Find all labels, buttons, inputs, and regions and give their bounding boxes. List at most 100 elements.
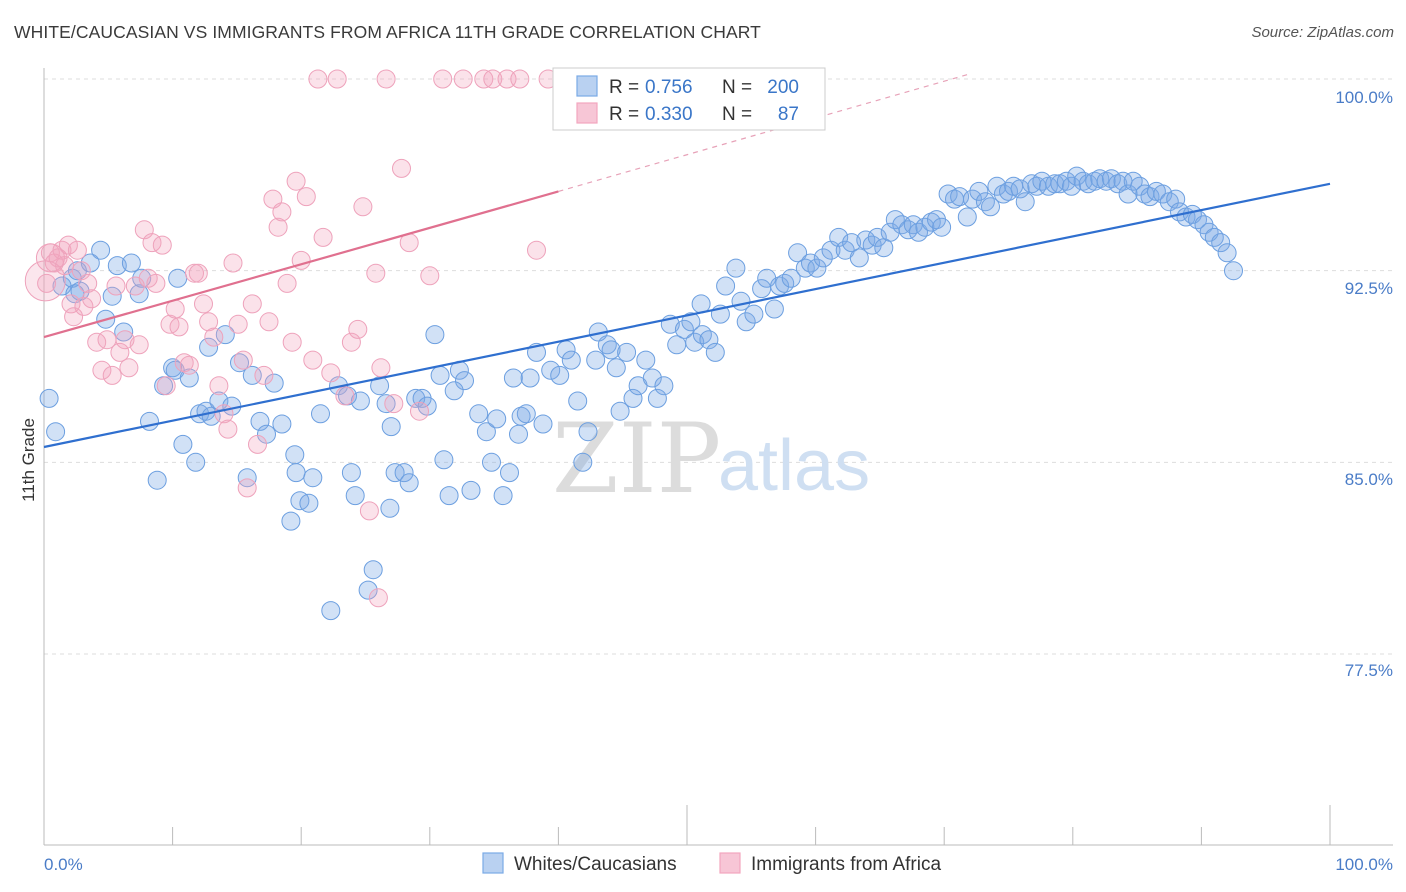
whites-point-34 (264, 373, 284, 393)
africa-point-21 (119, 358, 139, 378)
whites-point-137 (915, 217, 935, 237)
axes (43, 68, 1393, 846)
whites-point-19 (168, 268, 188, 288)
africa-point-52 (268, 217, 288, 237)
africa-point-cluster-1 (35, 243, 65, 273)
africa-point-55 (282, 332, 302, 352)
whites-point-0 (39, 388, 59, 408)
africa-point-38 (199, 312, 219, 332)
africa-point-50 (259, 312, 279, 332)
y-tick-label-2: 85.0% (1345, 470, 1393, 489)
africa-point-73 (392, 158, 411, 178)
whites-point-196 (444, 381, 464, 401)
whites-point-36 (281, 511, 301, 531)
africa-point-75 (410, 401, 429, 421)
whites-point-132 (885, 210, 905, 230)
africa-point-60 (308, 69, 328, 89)
whites-point-126 (849, 248, 869, 268)
whites-point-56 (406, 388, 426, 408)
watermark-zip: ZIP (552, 403, 721, 515)
whites-point-189 (1217, 243, 1237, 263)
africa-point-0 (37, 273, 57, 293)
africa-point-43 (223, 253, 243, 273)
whites-point-180 (1166, 189, 1186, 209)
y-tick-label-3: 77.5% (1345, 661, 1393, 680)
whites-point-106 (716, 276, 736, 296)
whites-point-79 (550, 365, 570, 385)
africa-point-40 (209, 376, 229, 396)
whites-point-90 (617, 342, 637, 362)
whites-point-40 (303, 468, 323, 488)
watermark: ZIP atlas (552, 403, 870, 515)
whites-point-192 (121, 253, 141, 273)
series-swatch-africa (719, 852, 741, 874)
whites-point-69 (487, 409, 507, 429)
africa-point-37 (194, 294, 213, 314)
chart-title: WHITE/CAUCASIAN VS IMMIGRANTS FROM AFRIC… (14, 22, 761, 42)
africa-point-70 (371, 358, 391, 378)
series-label-whites: Whites/Caucasians (514, 854, 677, 875)
africa-point-29 (156, 376, 176, 396)
legend-r-value-whites: 0.756 (645, 77, 693, 98)
africa-point-54 (277, 273, 297, 293)
whites-point-54 (394, 463, 414, 483)
whites-point-118 (795, 258, 815, 278)
whites-point-102 (692, 325, 712, 345)
whites-point-168 (1096, 171, 1116, 191)
whites-point-47 (350, 391, 370, 411)
whites-point-85 (586, 350, 606, 370)
legend-n-label-africa: N = (722, 104, 752, 125)
series-label-africa: Immigrants from Africa (751, 854, 941, 875)
y-tick-labels: 100.0% 92.5% 85.0% 77.5% (1335, 88, 1393, 680)
whites-point-115 (775, 273, 795, 293)
whites-point-121 (813, 248, 833, 268)
whites-point-35 (272, 414, 292, 434)
chart-source: Source: ZipAtlas.com (1251, 24, 1394, 41)
legend-r-value-africa: 0.330 (645, 104, 693, 125)
data-points (24, 69, 1243, 621)
whites-point-29 (230, 353, 249, 373)
whites-point-117 (788, 243, 808, 263)
whites-point-82 (568, 391, 588, 411)
africa-point-17 (102, 365, 122, 385)
y-tick-label-1: 92.5% (1345, 279, 1393, 298)
whites-point-176 (1140, 187, 1160, 207)
whites-point-9 (102, 286, 122, 306)
africa-point-12 (78, 273, 98, 293)
whites-point-52 (381, 417, 401, 437)
whites-point-96 (654, 376, 674, 396)
africa-point-66 (348, 319, 368, 339)
whites-point-173 (1123, 171, 1143, 191)
whites-point-91 (623, 388, 643, 408)
africa-point-48 (248, 434, 267, 454)
whites-point-7 (91, 240, 111, 260)
whites-point-193 (199, 337, 219, 357)
whites-point-62 (439, 486, 459, 506)
whites-point-187 (1204, 227, 1224, 247)
africa-point-68 (359, 501, 379, 521)
series-legend: Whites/Caucasians Immigrants from Africa (482, 852, 941, 875)
whites-point-127 (856, 230, 876, 250)
africa-point-65 (341, 332, 361, 352)
whites-point-42 (321, 601, 341, 621)
y-tick-label-0: 100.0% (1335, 88, 1393, 107)
africa-point-49 (254, 365, 274, 385)
whites-point-67 (476, 422, 496, 442)
africa-point-71 (376, 69, 396, 89)
whites-point-103 (699, 330, 719, 350)
whites-point-170 (1108, 174, 1128, 194)
africa-point-76 (420, 266, 440, 286)
africa-point-15 (92, 360, 112, 380)
legend-swatch-whites (576, 75, 598, 97)
africa-point-80 (483, 69, 503, 89)
africa-point-56 (286, 171, 306, 191)
whites-point-20 (173, 434, 193, 454)
legend-r-label-whites: R = (609, 77, 639, 98)
whites-point-72 (503, 368, 523, 388)
whites-point-197 (509, 424, 528, 444)
whites-point-89 (610, 401, 630, 421)
africa-point-18 (106, 276, 126, 296)
whites-point-166 (1085, 171, 1105, 191)
whites-point-162 (1062, 176, 1081, 196)
